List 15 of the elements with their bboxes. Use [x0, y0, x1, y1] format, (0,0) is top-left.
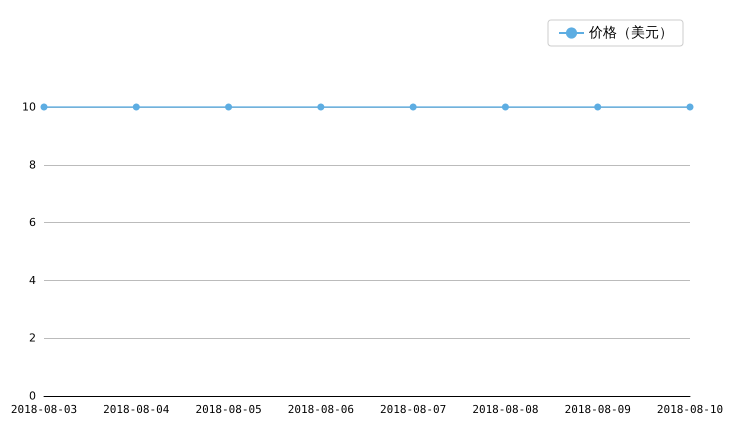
x-tick-label: 2018-08-06: [288, 403, 354, 416]
y-tick-label: 4: [29, 274, 36, 287]
y-tick-label: 6: [29, 216, 36, 230]
x-tick-label: 2018-08-05: [195, 403, 262, 416]
y-tick-label: 10: [22, 100, 36, 114]
y-tick-label: 2: [29, 332, 36, 345]
y-tick-label: 0: [29, 390, 36, 402]
x-tick-label: 2018-08-07: [380, 403, 446, 416]
x-tick-label: 2018-08-04: [103, 403, 170, 416]
x-tick-label: 2018-08-09: [564, 403, 631, 416]
x-tick-label: 2018-08-10: [656, 403, 724, 416]
x-tick-label: 2018-08-08: [472, 403, 539, 416]
y-tick-label: 8: [29, 158, 36, 172]
legend-label: 价格（美元）: [588, 25, 673, 41]
x-tick-label: 2018-08-03: [10, 403, 78, 416]
